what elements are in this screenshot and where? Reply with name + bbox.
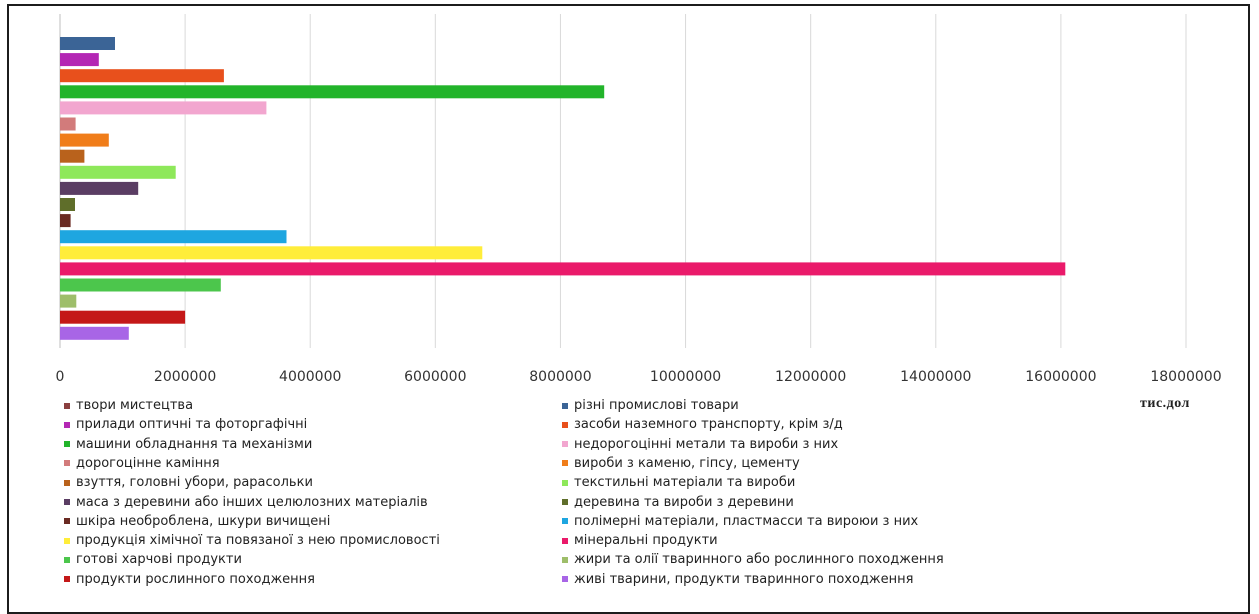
legend-swatch — [562, 460, 568, 467]
legend-item: текстильні матеріали та вироби — [562, 475, 795, 490]
legend-item: жири та олії тваринного або рослинного п… — [562, 552, 944, 567]
legend-swatch — [64, 576, 70, 583]
legend-label: маса з деревини або інших целюлозних мат… — [76, 494, 428, 510]
legend-swatch — [562, 556, 568, 563]
legend-label: продукція хімічної та повязаної з нею пр… — [76, 533, 440, 549]
bar — [60, 117, 76, 131]
x-tick-label: 18000000 — [1150, 369, 1221, 385]
legend-item: недорогоцінні метали та вироби з них — [562, 437, 838, 452]
bar — [60, 85, 605, 99]
legend-item: машини обладнання та механізми — [64, 437, 312, 452]
bar — [60, 310, 186, 324]
legend-label: деревина та вироби з деревини — [574, 494, 794, 510]
bar — [60, 181, 139, 195]
legend-swatch — [562, 499, 568, 505]
legend-swatch — [64, 518, 70, 525]
x-tick-label: 4000000 — [279, 369, 341, 385]
legend-label: твори мистецтва — [76, 398, 194, 413]
bar — [60, 133, 109, 147]
legend-swatch — [64, 556, 70, 563]
legend-label: взуття, головні убори, рарасольки — [76, 475, 313, 491]
bar — [60, 149, 85, 163]
x-tick-label: 10000000 — [650, 369, 721, 385]
bar — [60, 278, 221, 292]
bar — [60, 101, 267, 115]
legend-swatch — [562, 402, 568, 409]
x-tick-label: 2000000 — [154, 369, 216, 385]
bar — [60, 198, 75, 211]
x-tick-label: 8000000 — [529, 369, 591, 385]
legend-swatch — [562, 479, 568, 486]
bar — [60, 214, 71, 228]
x-tick-label: 12000000 — [775, 369, 846, 385]
bar — [60, 246, 483, 260]
bar — [60, 326, 129, 340]
bar — [60, 294, 77, 308]
legend-swatch — [64, 537, 70, 544]
legend-item: живі тварини, продукти тваринного походж… — [562, 572, 913, 587]
legend-item: шкіра необроблена, шкури вичищені — [64, 514, 330, 529]
legend-item: мінеральні продукти — [562, 533, 718, 548]
legend-label: недорогоцінні метали та вироби з них — [574, 436, 839, 452]
legend-item: різні промислові товари — [562, 398, 739, 413]
legend-item: вироби з каменю, гіпсу, цементу — [562, 456, 800, 471]
legend-label: мінеральні продукти — [574, 533, 718, 549]
legend-item: продукти рослинного походження — [64, 572, 315, 587]
legend-label: жири та олії тваринного або рослинного п… — [574, 552, 944, 568]
bar — [60, 165, 176, 179]
legend-swatch — [64, 402, 70, 409]
legend-item: взуття, головні убори, рарасольки — [64, 475, 313, 490]
bar — [60, 69, 224, 83]
x-tick-label: 0 — [56, 369, 65, 385]
legend-label: готові харчові продукти — [76, 552, 242, 568]
legend-label: машини обладнання та механізми — [76, 436, 313, 452]
legend-swatch — [562, 518, 568, 525]
legend-item: полімерні матеріали, пластмасси та вирою… — [562, 514, 918, 529]
x-tick-label: 16000000 — [1025, 369, 1096, 385]
legend-label: різні промислові товари — [574, 398, 739, 413]
legend-swatch — [562, 537, 568, 544]
legend-label: прилади оптичні та фоторгафічні — [76, 417, 308, 433]
legend-swatch — [64, 479, 70, 486]
legend-swatch — [562, 421, 568, 428]
legend-swatch — [562, 576, 568, 583]
legend-label: засоби наземного транспорту, крім з/д — [574, 417, 843, 433]
legend-swatch — [64, 499, 70, 505]
legend-swatch — [64, 460, 70, 467]
legend-swatch — [562, 441, 568, 448]
legend-label: продукти рослинного походження — [76, 571, 315, 587]
x-tick-label: 14000000 — [900, 369, 971, 385]
legend-item: прилади оптичні та фоторгафічні — [64, 417, 307, 432]
unit-label: тис.дол — [1140, 396, 1190, 411]
legend-label: шкіра необроблена, шкури вичищені — [76, 513, 331, 529]
legend-item: продукція хімічної та повязаної з нею пр… — [64, 533, 440, 548]
legend-label: живі тварини, продукти тваринного походж… — [574, 571, 914, 587]
legend-swatch — [64, 421, 70, 428]
bar — [60, 37, 115, 50]
legend-item: готові харчові продукти — [64, 552, 242, 567]
legend-item: дорогоцінне каміння — [64, 456, 220, 471]
bar — [60, 262, 1066, 276]
legend-label: дорогоцінне каміння — [76, 455, 220, 471]
legend-label: полімерні матеріали, пластмасси та вирою… — [574, 513, 919, 529]
x-tick-label: 6000000 — [404, 369, 466, 385]
legend-item: засоби наземного транспорту, крім з/д — [562, 417, 843, 432]
legend-label: вироби з каменю, гіпсу, цементу — [574, 455, 800, 471]
legend-label: текстильні матеріали та вироби — [574, 475, 796, 491]
legend-item: деревина та вироби з деревини — [562, 495, 794, 510]
bar — [60, 230, 287, 244]
legend-item: твори мистецтва — [64, 398, 193, 413]
bar — [60, 53, 99, 67]
legend-swatch — [64, 441, 70, 448]
legend-item: маса з деревини або інших целюлозних мат… — [64, 495, 428, 510]
